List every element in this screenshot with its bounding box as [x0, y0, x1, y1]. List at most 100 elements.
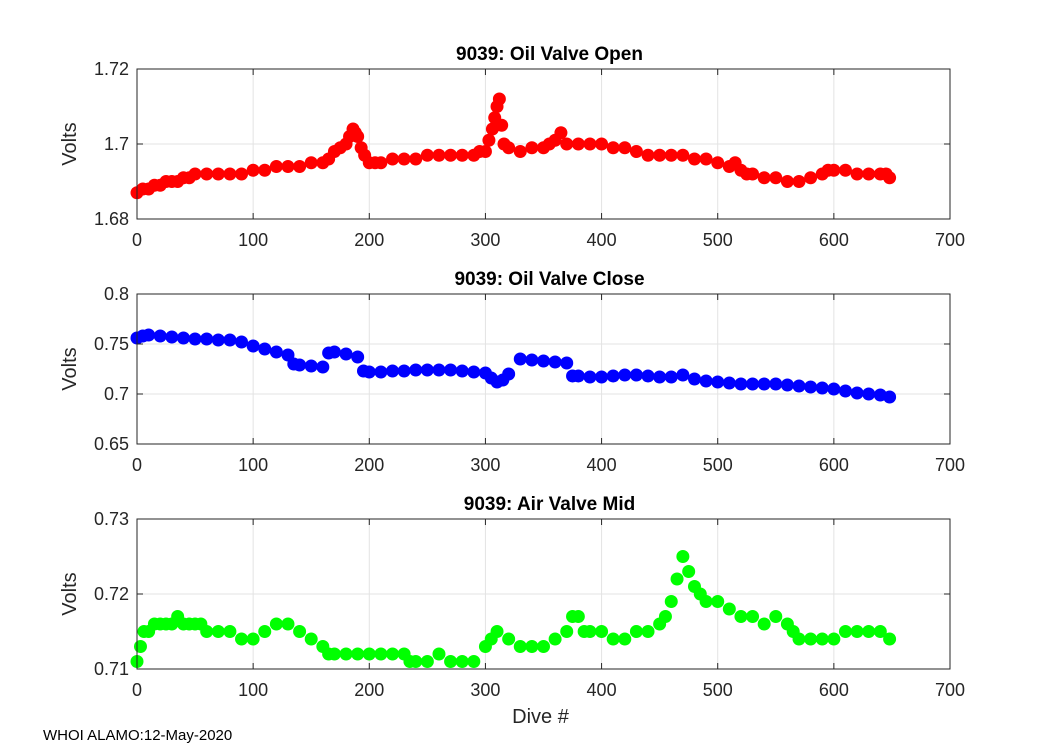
data-point: [862, 625, 876, 638]
data-point: [883, 390, 897, 404]
data-point: [618, 368, 632, 382]
data-point: [711, 595, 725, 608]
data-point: [293, 160, 307, 173]
data-point: [444, 655, 458, 668]
data-point: [513, 352, 527, 366]
x-tick-label: 100: [238, 230, 268, 250]
data-point: [664, 148, 678, 162]
data-point: [653, 148, 667, 162]
data-point: [757, 377, 771, 391]
data-point: [687, 372, 701, 386]
data-point: [722, 376, 736, 390]
data-point: [537, 640, 550, 653]
data-series: [130, 328, 897, 404]
x-tick-label: 100: [238, 680, 268, 700]
data-point: [513, 640, 527, 653]
data-point: [327, 345, 341, 359]
data-series: [130, 550, 897, 668]
data-point: [420, 655, 434, 668]
data-point: [746, 610, 760, 623]
data-point: [711, 156, 725, 170]
data-point: [246, 339, 260, 353]
data-point: [815, 632, 829, 646]
data-point: [327, 647, 341, 661]
data-point: [699, 595, 713, 608]
data-point: [769, 610, 783, 623]
y-axis-label: Volts: [59, 122, 81, 165]
data-point: [629, 625, 643, 638]
x-tick-label: 600: [819, 230, 849, 250]
data-point: [386, 152, 400, 166]
data-point: [618, 141, 632, 155]
x-tick-label: 600: [819, 455, 849, 475]
data-point: [362, 365, 376, 379]
data-point: [757, 617, 771, 631]
data-point: [223, 625, 237, 638]
data-point: [339, 647, 353, 661]
data-point: [432, 148, 446, 162]
data-point: [606, 369, 620, 383]
data-point: [641, 625, 655, 638]
data-point: [862, 167, 876, 181]
x-tick-label: 500: [703, 230, 733, 250]
data-point: [351, 647, 365, 661]
y-tick-label: 1.68: [94, 209, 129, 229]
y-tick-label: 0.65: [94, 434, 129, 454]
data-point: [676, 368, 690, 382]
data-point: [258, 342, 272, 356]
data-point: [409, 655, 423, 668]
plot-area: [137, 294, 950, 444]
data-point: [792, 175, 806, 188]
data-point: [734, 377, 748, 391]
x-tick-label: 200: [354, 230, 384, 250]
x-tick-label: 500: [703, 680, 733, 700]
data-point: [658, 610, 672, 623]
data-point: [525, 141, 539, 155]
data-point: [815, 381, 829, 395]
y-axis-label: Volts: [59, 347, 81, 390]
data-point: [618, 632, 632, 646]
data-point: [397, 152, 411, 166]
data-point: [792, 379, 806, 393]
data-point: [304, 632, 318, 646]
x-tick-label: 600: [819, 680, 849, 700]
data-point: [850, 625, 864, 638]
chart-title: 9039: Oil Valve Open: [456, 44, 643, 65]
data-point: [502, 367, 516, 381]
data-point: [200, 625, 214, 638]
data-point: [351, 130, 365, 143]
data-point: [548, 355, 562, 369]
data-point: [478, 145, 492, 158]
data-point: [862, 387, 876, 401]
y-tick-label: 0.7: [104, 384, 129, 404]
data-point: [883, 632, 897, 646]
data-point: [606, 141, 620, 155]
data-point: [664, 595, 678, 608]
data-point: [409, 152, 423, 166]
data-point: [444, 363, 458, 377]
data-point: [537, 354, 550, 368]
data-point: [883, 171, 897, 185]
data-point: [281, 617, 295, 631]
data-point: [560, 625, 574, 638]
x-tick-label: 300: [470, 680, 500, 700]
data-point: [676, 148, 690, 162]
data-point: [780, 378, 794, 392]
data-point: [734, 610, 748, 623]
data-point: [293, 625, 307, 638]
data-point: [560, 356, 574, 370]
data-point: [269, 345, 283, 359]
data-point: [583, 370, 597, 384]
x-tick-label: 300: [470, 230, 500, 250]
data-point: [838, 384, 852, 398]
data-point: [153, 329, 167, 343]
data-point: [606, 632, 620, 646]
data-point: [133, 640, 147, 653]
data-point: [339, 347, 353, 361]
data-point: [560, 137, 574, 151]
data-point: [374, 365, 388, 379]
data-point: [142, 328, 156, 342]
data-point: [746, 167, 760, 181]
data-point: [258, 625, 272, 638]
